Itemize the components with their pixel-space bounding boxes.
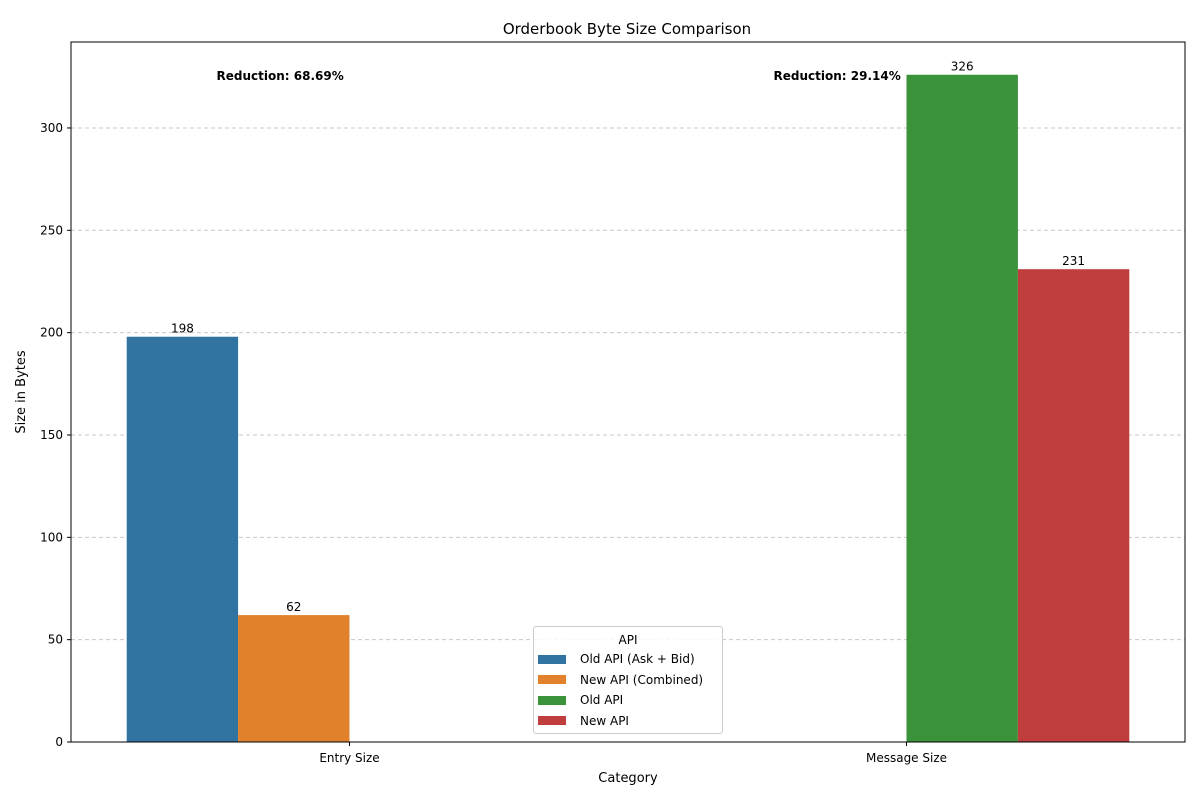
bar [906,74,1018,742]
annotations-group: Reduction: 68.69% Reduction: 29.14% [217,69,901,83]
plot-area-frame [70,41,1186,743]
chart-title: Orderbook Byte Size Comparison [503,20,751,38]
y-tick-label: 100 [40,530,63,544]
bars-group [126,74,1130,742]
legend-item: Old API [534,690,722,711]
legend-item: New API [534,711,722,732]
y-tick-label: 250 [40,223,63,237]
x-tick-label: Message Size [866,751,947,765]
bar [238,615,350,742]
data-label: 326 [951,60,974,74]
bar [1017,269,1130,742]
legend-items: Old API (Ask + Bid) New API (Combined) Old… [534,649,722,731]
y-tick-label: 0 [55,735,63,749]
y-axis: 0 50 100 150 200 250 300 [40,121,71,749]
x-axis-label: Category [598,771,658,786]
legend-title: API [618,633,638,647]
bar [126,336,239,742]
reduction-annotation: Reduction: 29.14% [774,69,901,83]
y-tick-label: 300 [40,121,63,135]
data-label: 231 [1062,254,1085,268]
legend-swatch [538,654,566,664]
legend-item: Old API (Ask + Bid) [534,649,722,670]
legend-swatch [538,695,566,705]
y-tick-label: 200 [40,326,63,340]
legend-label: Old API [580,693,624,708]
data-label: 62 [286,600,301,614]
legend-swatch [538,675,566,685]
y-tick-label: 150 [40,428,63,442]
y-axis-label: Size in Bytes [14,350,29,434]
reduction-annotation: Reduction: 68.69% [217,69,344,83]
y-tick-label: 50 [48,633,63,647]
data-labels-group: 198 62 326 231 [171,60,1085,614]
x-tick-label: Entry Size [319,751,379,765]
legend-label: New API (Combined) [580,672,704,687]
legend-item: New API (Combined) [534,670,722,691]
legend: API Old API (Ask + Bid) New API (Combined… [533,626,723,734]
legend-swatch [538,716,566,726]
x-axis: Entry Size Message Size [319,742,947,765]
legend-label: New API [580,713,629,728]
legend-label: Old API (Ask + Bid) [580,652,695,667]
data-label: 198 [171,322,194,336]
